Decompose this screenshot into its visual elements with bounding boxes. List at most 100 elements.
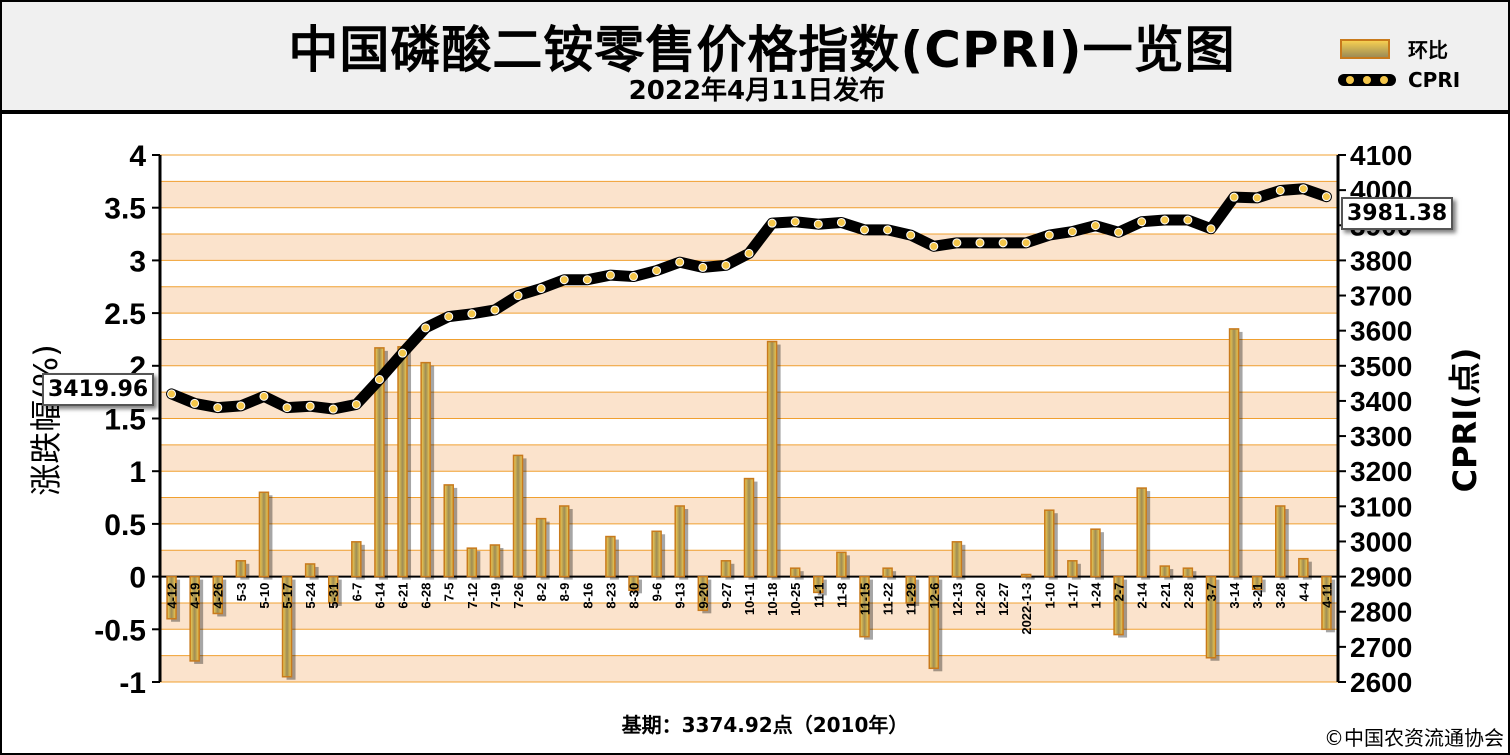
x-tick-label: 2-14: [1135, 582, 1150, 609]
cpri-point: [675, 257, 685, 267]
x-tick-label: 6-14: [372, 582, 387, 609]
bar: [443, 484, 454, 578]
bar: [651, 530, 662, 578]
x-tick-label: 7-26: [511, 583, 526, 609]
x-tick-label: 7-5: [442, 583, 457, 602]
bar: [374, 347, 385, 578]
cpri-point: [790, 217, 800, 227]
x-tick-label: 2022-1-3: [1019, 583, 1034, 635]
cpri-point: [582, 275, 592, 285]
legend-line-label: CPRI: [1408, 68, 1461, 92]
bar: [674, 505, 685, 578]
bar: [1090, 528, 1101, 578]
cpri-point: [1252, 193, 1262, 203]
x-tick-label: 4-19: [188, 583, 203, 609]
end-value-callout: 3981.38: [1341, 197, 1454, 230]
bar: [836, 551, 847, 578]
y-right-tick-label: 3000: [1350, 526, 1412, 557]
plot-band: [160, 286, 1338, 314]
x-tick-label: 11-1: [811, 583, 826, 608]
bar: [859, 575, 870, 638]
y-right-tick-label: 3500: [1350, 351, 1412, 382]
y-right-tick-label: 3400: [1350, 386, 1412, 417]
cpri-point: [305, 401, 315, 411]
cpri-point: [282, 403, 292, 413]
cpri-point: [1160, 215, 1170, 225]
bar: [928, 575, 940, 670]
bar: [882, 567, 893, 578]
x-tick-label: 5-10: [257, 583, 272, 609]
x-tick-label: 2-28: [1181, 583, 1196, 609]
bar: [697, 575, 709, 612]
x-tick-label: 12-6: [927, 583, 942, 609]
y-left-tick-label: 3: [129, 245, 146, 278]
y-left-tick-label: 0: [129, 562, 146, 595]
y-right-tick-label: 2900: [1350, 562, 1412, 593]
cpri-point: [1298, 184, 1308, 194]
cpri-point: [1114, 227, 1124, 237]
y-right-tick-label: 4100: [1350, 140, 1412, 171]
cpri-point: [398, 348, 408, 358]
cpri-point: [167, 389, 177, 399]
bar: [535, 517, 547, 578]
cpri-point: [952, 238, 962, 248]
y-left-tick-label: 1.5: [104, 404, 146, 437]
y-right-tick-label: 2800: [1350, 597, 1412, 628]
bar: [212, 575, 223, 615]
y-left-tick-label: 4: [129, 140, 146, 173]
x-tick-label: 8-16: [580, 583, 595, 609]
plot-band: [160, 576, 1338, 603]
cpri-point: [652, 266, 662, 276]
x-tick-label: 9-6: [650, 583, 665, 602]
bar: [1020, 573, 1032, 578]
x-tick-label: 3-28: [1273, 583, 1288, 609]
cpri-point: [767, 218, 777, 228]
cpri-point: [998, 238, 1008, 248]
y-right-tick-label: 2700: [1350, 632, 1412, 663]
cpri-point: [813, 219, 823, 229]
plot-band: [160, 339, 1338, 366]
plot-band: [160, 444, 1338, 472]
x-tick-label: 5-17: [280, 583, 295, 609]
y-right-tick-label: 3300: [1350, 421, 1412, 452]
cpri-point: [213, 403, 223, 413]
bar: [1228, 328, 1240, 578]
bar: [189, 575, 200, 662]
cpri-point: [883, 225, 893, 235]
plot-band: [160, 602, 1338, 630]
bar: [789, 567, 801, 578]
plot-band: [160, 655, 1338, 682]
bar: [466, 547, 478, 578]
cpri-point: [559, 275, 569, 285]
x-tick-label: 9-27: [719, 583, 734, 609]
x-tick-label: 7-12: [465, 583, 480, 609]
chart-title: 中国磷酸二铵零售价格指数(CPRI)一览图: [288, 21, 1236, 79]
legend-bar-label: 环比: [1408, 38, 1448, 62]
x-tick-label: 4-11: [1319, 583, 1334, 608]
y-right-tick-label: 3800: [1350, 245, 1412, 276]
bar: [720, 560, 732, 578]
y-axis-right-label: CPRI(点): [1446, 347, 1484, 493]
bar: [351, 541, 362, 578]
x-tick-label: 2-21: [1158, 583, 1173, 609]
bar: [905, 575, 916, 604]
bar: [628, 575, 639, 592]
bar: [558, 505, 570, 578]
x-tick-label: 5-24: [303, 582, 318, 609]
x-tick-label: 7-19: [488, 583, 503, 609]
bar: [1159, 565, 1171, 578]
cpri-point: [444, 312, 454, 322]
y-right-tick-label: 3700: [1350, 281, 1412, 312]
x-tick-label: 10-11: [742, 583, 757, 616]
cpri-point: [190, 398, 200, 408]
plot-band: [160, 365, 1338, 393]
chart-subtitle: 2022年4月11日发布: [628, 76, 886, 106]
cpri-point: [421, 323, 431, 333]
bar: [512, 454, 524, 578]
bar: [743, 477, 755, 578]
cpri-point: [328, 404, 338, 414]
cpri-point: [374, 375, 384, 385]
bar: [397, 346, 408, 578]
x-tick-label: 10-25: [788, 583, 803, 616]
